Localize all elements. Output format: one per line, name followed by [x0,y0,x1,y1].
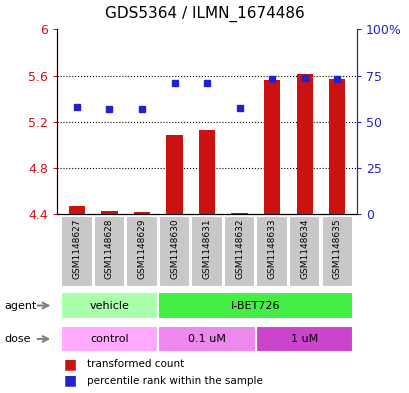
Text: agent: agent [4,301,36,310]
Text: GDS5364 / ILMN_1674486: GDS5364 / ILMN_1674486 [105,6,304,22]
Text: GSM1148633: GSM1148633 [267,218,276,279]
Text: ■: ■ [63,374,76,388]
Bar [321,216,352,287]
Bar [223,216,254,287]
Bar [101,211,117,214]
Bar [126,216,157,287]
Bar [69,206,85,214]
Bar [288,216,319,287]
Text: 1 uM: 1 uM [290,334,317,344]
Bar [263,80,280,214]
Bar [133,212,150,214]
Text: percentile rank within the sample: percentile rank within the sample [87,376,263,386]
Text: GSM1148630: GSM1148630 [170,218,179,279]
Bar [191,216,222,287]
Bar [255,326,353,352]
Bar [328,79,344,214]
Bar [61,326,158,352]
Text: GSM1148634: GSM1148634 [299,218,308,279]
Bar [158,292,353,319]
Text: GSM1148632: GSM1148632 [234,218,243,279]
Text: GSM1148628: GSM1148628 [105,218,114,279]
Bar [231,213,247,214]
Bar [256,216,287,287]
Bar [94,216,125,287]
Bar [158,326,255,352]
Text: GSM1148629: GSM1148629 [137,218,146,279]
Bar [61,216,92,287]
Bar [159,216,190,287]
Bar [198,130,215,214]
Bar [166,134,182,214]
Text: ■: ■ [63,357,76,371]
Text: GSM1148627: GSM1148627 [72,218,81,279]
Text: vehicle: vehicle [89,301,129,310]
Text: GSM1148635: GSM1148635 [332,218,341,279]
Text: control: control [90,334,128,344]
Text: GSM1148631: GSM1148631 [202,218,211,279]
Text: 0.1 uM: 0.1 uM [188,334,225,344]
Text: dose: dose [4,334,31,344]
Bar [296,75,312,214]
Text: I-BET726: I-BET726 [231,301,280,310]
Text: transformed count: transformed count [87,359,184,369]
Bar [61,292,158,319]
